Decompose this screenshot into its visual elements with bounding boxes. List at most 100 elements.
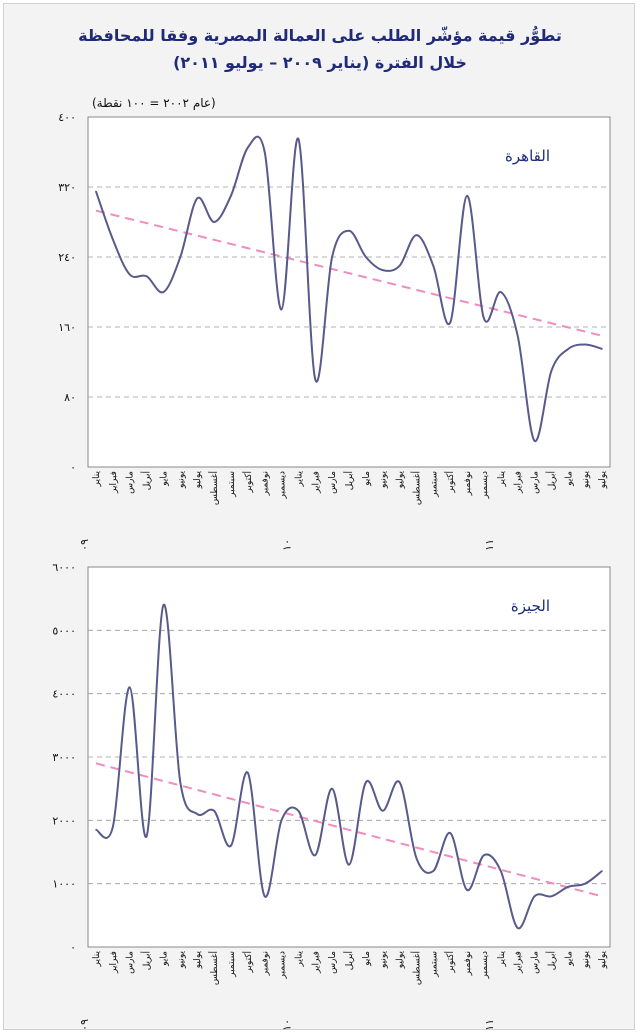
y-tick-label: ١٠٠٠ xyxy=(52,878,76,891)
x-month-label: يوليو xyxy=(598,951,608,970)
x-month-label: يوليو xyxy=(396,951,406,970)
x-month-label: أكتوبر xyxy=(242,471,254,494)
data-point xyxy=(432,264,435,267)
x-month-label: نوفمبر xyxy=(463,471,473,496)
x-month-label: مارس xyxy=(328,471,338,494)
x-month-label: يونيو xyxy=(581,471,591,490)
x-month-label: فبراير xyxy=(514,951,524,974)
x-year-label: ٢٠١٠ xyxy=(280,1019,293,1030)
data-point xyxy=(483,854,485,856)
x-month-label: سبتمبر xyxy=(227,951,237,978)
x-month-label: مارس xyxy=(126,951,136,974)
cairo-chart: ٠ ٨٠ ١٦٠ ٢٤٠ ٣٢٠ ٤٠٠ يناير فبراير مارس أبريل مايو ي… xyxy=(58,111,611,550)
series-line xyxy=(95,135,603,442)
y-tick-label: ٢٤٠ xyxy=(58,251,76,264)
x-month-label: نوفمبر xyxy=(463,951,473,976)
y-tick-label: ٠ xyxy=(70,941,76,954)
y-tick-label: ١٦٠ xyxy=(58,321,76,334)
data-point xyxy=(415,857,418,860)
data-point xyxy=(297,138,300,140)
unit-note: (عام ٢٠٠٢ = ١٠٠ نقطة) xyxy=(92,96,216,110)
data-point xyxy=(95,190,97,193)
data-point xyxy=(483,317,485,320)
x-month-label: يونيو xyxy=(379,951,389,970)
x-month-label: يوليو xyxy=(598,471,608,490)
data-point xyxy=(162,291,165,293)
data-point xyxy=(331,787,333,790)
data-point xyxy=(297,810,300,812)
x-month-label: ديسمبر xyxy=(278,951,288,979)
data-point xyxy=(179,781,182,784)
x-month-label: مايو xyxy=(362,951,372,967)
x-year-label: ٢٠١١ xyxy=(483,1019,496,1030)
data-point xyxy=(280,819,283,822)
x-month-label: يناير xyxy=(92,951,102,968)
x-month-label: مارس xyxy=(531,951,541,974)
data-point xyxy=(550,369,553,372)
data-point xyxy=(584,343,586,346)
data-point xyxy=(432,870,435,872)
x-month-label: نوفمبر xyxy=(261,951,271,976)
x-month-label: أغسطس xyxy=(410,951,422,985)
x-year-label: ٢٠٠٩ xyxy=(78,1019,91,1030)
data-point xyxy=(365,256,367,258)
data-point xyxy=(112,238,114,241)
data-point xyxy=(550,895,553,898)
data-point xyxy=(314,378,317,381)
y-tick-label: ٤٠٠ xyxy=(58,111,76,124)
data-point xyxy=(398,264,401,267)
title-line-2: خلال الفترة (يناير ٢٠٠٩ – يوليو ٢٠١١) xyxy=(173,53,467,72)
data-point xyxy=(280,308,283,311)
panel-label: القاهرة xyxy=(505,147,550,165)
data-point xyxy=(567,348,570,350)
data-point xyxy=(145,275,148,278)
x-month-label: يونيو xyxy=(581,951,591,970)
y-tick-label: ٦٠٠٠ xyxy=(52,561,76,574)
x-month-label: يناير xyxy=(497,951,507,968)
x-month-label: يناير xyxy=(294,471,304,488)
x-month-label: فبراير xyxy=(109,471,119,494)
data-point xyxy=(230,194,232,197)
x-month-label: أبريل xyxy=(141,471,153,490)
data-point xyxy=(162,604,165,606)
data-point xyxy=(398,781,401,784)
y-tick-label: ٤٠٠٠ xyxy=(52,688,76,701)
x-month-label: فبراير xyxy=(311,471,321,494)
data-point xyxy=(567,886,570,888)
data-point xyxy=(449,832,452,834)
x-month-label: يناير xyxy=(92,471,102,488)
plot-area xyxy=(87,116,611,468)
data-point xyxy=(247,772,249,774)
trend-line xyxy=(95,209,603,337)
data-point xyxy=(348,229,350,232)
x-year-label: ٢٠١٠ xyxy=(280,539,293,550)
x-month-label: أغسطس xyxy=(208,471,220,505)
x-month-label: مايو xyxy=(564,951,574,967)
data-point xyxy=(466,889,468,891)
data-point xyxy=(601,870,603,872)
data-point xyxy=(145,835,148,837)
data-point xyxy=(466,194,468,197)
giza-chart: ٠ ١٠٠٠ ٢٠٠٠ ٣٠٠٠ ٤٠٠٠ ٥٠٠٠ ٦٠٠٠ يناير فبراير مارس… xyxy=(52,561,611,1030)
x-month-label: يوليو xyxy=(193,471,203,490)
x-month-label: فبراير xyxy=(514,471,524,494)
x-month-label: أبريل xyxy=(141,951,153,970)
x-month-label: أبريل xyxy=(545,951,557,970)
x-month-label: أكتوبر xyxy=(242,951,254,974)
x-month-label: مايو xyxy=(564,471,574,487)
data-point xyxy=(516,334,519,337)
data-point xyxy=(516,927,519,929)
data-point xyxy=(213,810,215,812)
series-line xyxy=(95,603,603,930)
x-month-label: أبريل xyxy=(343,471,355,490)
x-month-label: أكتوبر xyxy=(444,951,456,974)
x-month-label: مايو xyxy=(362,471,372,487)
data-point xyxy=(179,256,182,258)
data-point xyxy=(196,813,198,815)
y-tick-label: ٨٠ xyxy=(64,391,76,404)
x-month-label: مارس xyxy=(126,471,136,494)
x-month-label: يونيو xyxy=(379,471,389,490)
x-month-label: أبريل xyxy=(343,951,355,970)
x-month-label: ديسمبر xyxy=(480,951,490,979)
data-point xyxy=(533,895,536,898)
